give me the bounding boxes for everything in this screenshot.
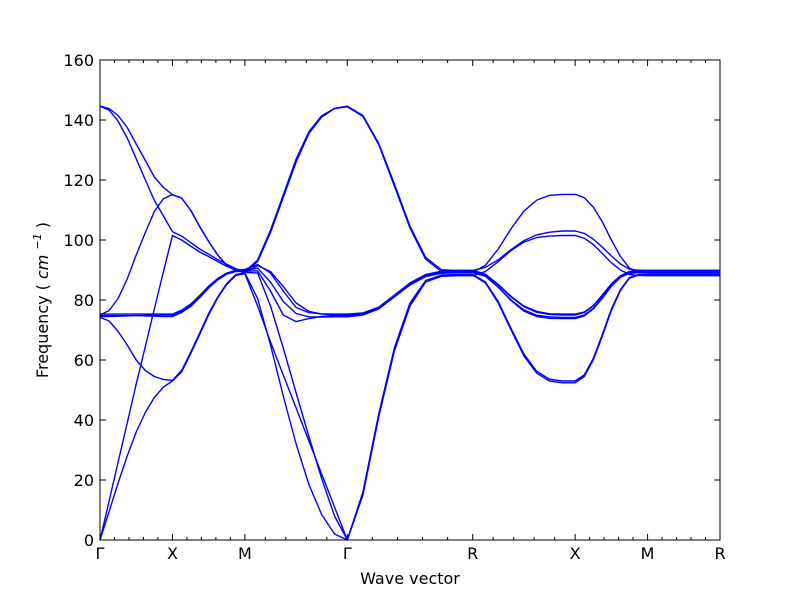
band-line-8 [99, 234, 720, 541]
x-tick-label: M [238, 544, 252, 563]
x-tick-label: R [714, 544, 725, 563]
x-tick-label: R [467, 544, 478, 563]
y-tick-label: 60 [74, 351, 94, 370]
x-tick-label: M [641, 544, 655, 563]
x-tick-label: Γ [343, 544, 352, 563]
x-tick-label: X [570, 544, 581, 563]
band-line-5 [100, 270, 720, 323]
band-line-3 [99, 194, 720, 316]
y-axis-title-prefix: Frequency ( [33, 284, 52, 378]
y-tick-label: 120 [63, 171, 94, 190]
y-tick-label: 0 [84, 531, 94, 550]
band-line-7 [99, 272, 720, 541]
x-axis-title: Wave vector [360, 569, 460, 588]
y-tick-label: 100 [63, 231, 94, 250]
y-axis-title-unit: cm [33, 255, 52, 279]
y-axis-title-exponent: −1 [31, 233, 44, 249]
y-tick-label: 80 [74, 291, 94, 310]
band-line-9 [100, 263, 720, 315]
band-line-4 [100, 267, 720, 319]
y-tick-label: 140 [63, 111, 94, 130]
plot-area-frame [99, 59, 721, 541]
band-line-1 [99, 105, 720, 273]
band-line-6 [99, 272, 720, 541]
y-tick-label: 160 [63, 51, 94, 70]
x-tick-label: Γ [96, 544, 105, 563]
y-tick-label: 40 [74, 411, 94, 430]
y-axis-title: Frequency ( cm −1 ) [26, 222, 52, 378]
y-axis-title-suffix: ) [33, 222, 52, 228]
ticks-layer: 0 20 40 60 80 100 120 140 160 Γ X M Γ R X M R [63, 51, 725, 563]
series-layer [99, 105, 720, 541]
x-tick-label: X [167, 544, 178, 563]
y-tick-label: 20 [74, 471, 94, 490]
